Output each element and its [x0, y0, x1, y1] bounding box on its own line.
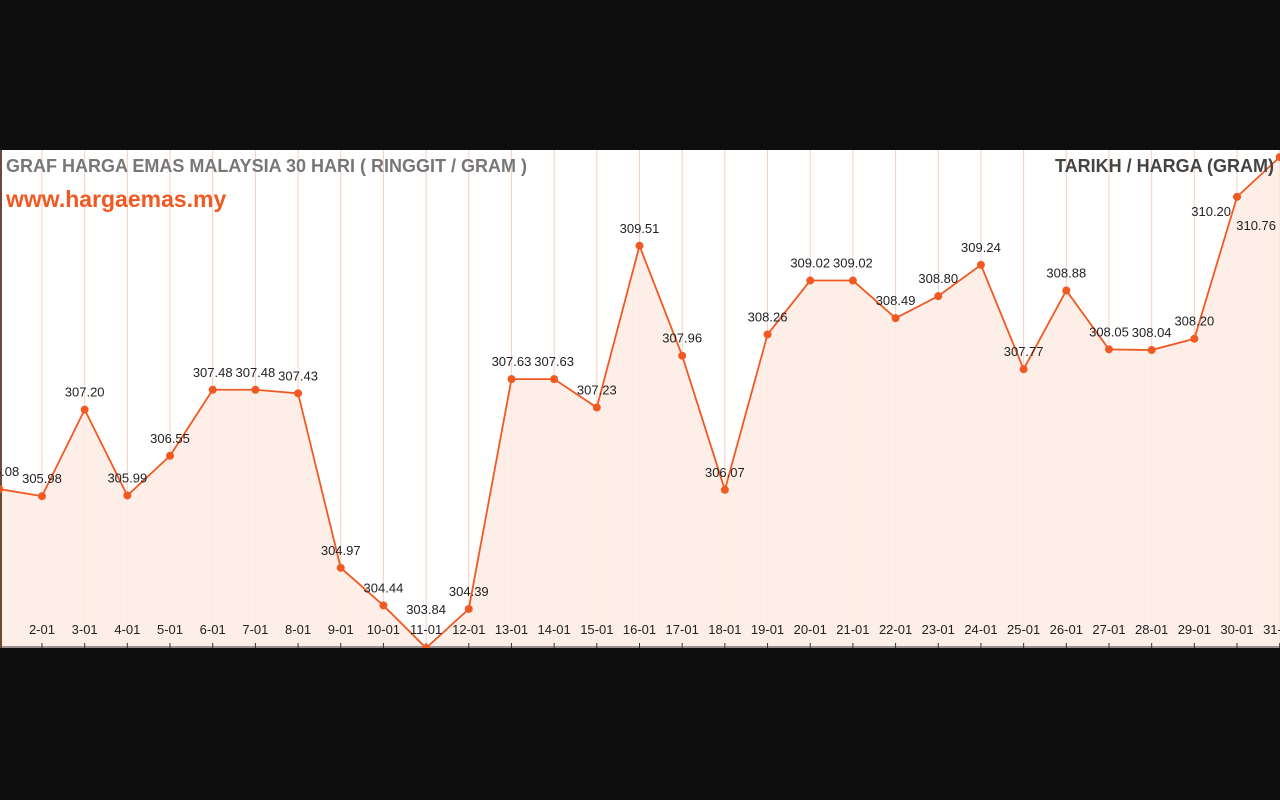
data-label: 308.80	[918, 271, 958, 286]
data-point	[934, 292, 943, 301]
x-tick-label: 21-01	[836, 622, 869, 637]
data-point	[166, 451, 175, 460]
data-point	[678, 351, 687, 360]
data-point	[550, 375, 559, 384]
data-label: 310.20	[1191, 204, 1231, 219]
data-label: 309.24	[961, 240, 1001, 255]
data-point	[422, 644, 431, 648]
data-point	[1147, 346, 1156, 355]
data-point	[1019, 365, 1028, 374]
x-tick-label: 22-01	[879, 622, 912, 637]
x-tick-label: 7-01	[242, 622, 268, 637]
data-point	[763, 330, 772, 339]
data-label: 307.96	[662, 331, 702, 346]
data-label: 307.48	[193, 365, 233, 380]
data-point	[507, 375, 516, 384]
data-label: 306.07	[705, 465, 745, 480]
x-tick-label: 20-01	[794, 622, 827, 637]
data-point	[1190, 334, 1199, 343]
data-point	[251, 385, 260, 394]
data-label: 308.26	[748, 309, 788, 324]
data-label: 309.02	[790, 256, 830, 271]
x-tick-label: 9-01	[328, 622, 354, 637]
x-tick-label: 27-01	[1092, 622, 1125, 637]
data-label: 304.97	[321, 543, 361, 558]
data-point	[891, 314, 900, 323]
x-tick-label: 29-01	[1178, 622, 1211, 637]
data-label: 307.43	[278, 368, 318, 383]
x-tick-label: 6-01	[200, 622, 226, 637]
data-label: 305.98	[22, 471, 62, 486]
area-fill	[0, 157, 1280, 648]
data-label: 307.23	[577, 383, 617, 398]
x-tick-label: 19-01	[751, 622, 784, 637]
data-label: 308.49	[876, 293, 916, 308]
data-label: 310.76	[1236, 218, 1276, 233]
data-point	[336, 563, 345, 572]
data-label: 307.63	[534, 354, 574, 369]
data-point	[123, 491, 132, 500]
x-tick-label: 12-01	[452, 622, 485, 637]
data-point	[976, 260, 985, 269]
data-label: 308.88	[1046, 265, 1086, 280]
x-tick-label: 14-01	[538, 622, 571, 637]
data-label: 307.77	[1004, 344, 1044, 359]
data-label: 309.02	[833, 256, 873, 271]
x-tick-label: 25-01	[1007, 622, 1040, 637]
price-chart: 2-01 3-01 4-01 5-01 6-01 7-01 8-01 9-01 10-01 11-…	[0, 150, 1280, 648]
x-tick-label: 4-01	[114, 622, 140, 637]
x-tick-label: 13-01	[495, 622, 528, 637]
website-link[interactable]: www.hargaemas.my	[6, 186, 227, 212]
data-point	[592, 403, 601, 412]
chart-title: GRAF HARGA EMAS MALAYSIA 30 HARI ( RINGG…	[6, 156, 528, 176]
data-label: 306.08	[0, 464, 19, 479]
data-point	[635, 241, 644, 250]
data-point	[1062, 286, 1071, 295]
x-tick-label: 18-01	[708, 622, 741, 637]
data-point	[379, 601, 388, 610]
data-label: 307.63	[492, 354, 532, 369]
data-label: 308.20	[1174, 314, 1214, 329]
chart-container: 2-01 3-01 4-01 5-01 6-01 7-01 8-01 9-01 10-01 11-…	[0, 150, 1280, 648]
x-tick-label: 11-01	[410, 622, 442, 637]
x-tick-label: 23-01	[922, 622, 955, 637]
data-label: 305.99	[107, 470, 147, 485]
legend-label: TARIKH / HARGA (GRAM)	[1055, 156, 1274, 176]
data-point	[464, 604, 473, 613]
data-label: 303.84	[406, 602, 446, 617]
data-label: 304.44	[364, 580, 404, 595]
x-tick-label: 3-01	[72, 622, 98, 637]
data-point	[294, 389, 303, 398]
x-tick-label: 8-01	[285, 622, 311, 637]
x-tick-label: 24-01	[964, 622, 997, 637]
data-point	[806, 276, 815, 285]
data-label: 308.05	[1089, 324, 1129, 339]
data-point	[720, 485, 729, 494]
data-point	[1104, 345, 1113, 354]
x-tick-label: 16-01	[623, 622, 656, 637]
data-point	[37, 492, 46, 501]
x-tick-label: 15-01	[580, 622, 613, 637]
data-point	[848, 276, 857, 285]
x-tick-label: 31-01	[1263, 622, 1280, 637]
data-label: 307.48	[235, 365, 275, 380]
data-point	[1275, 153, 1280, 162]
data-point	[80, 405, 89, 414]
x-tick-label: 28-01	[1135, 622, 1168, 637]
x-tick-label: 30-01	[1220, 622, 1253, 637]
x-tick-label: 26-01	[1050, 622, 1083, 637]
x-tick-label: 5-01	[157, 622, 183, 637]
x-tick-label: 17-01	[666, 622, 699, 637]
data-label: 308.04	[1132, 325, 1172, 340]
data-label: 304.39	[449, 584, 489, 599]
data-label: 309.51	[620, 221, 660, 236]
data-label: 306.55	[150, 431, 190, 446]
x-tick-label: 10-01	[367, 622, 400, 637]
data-label: 307.20	[65, 385, 105, 400]
data-point	[0, 485, 4, 494]
data-point	[208, 385, 217, 394]
data-point	[1233, 192, 1242, 201]
x-tick-label: 2-01	[29, 622, 55, 637]
